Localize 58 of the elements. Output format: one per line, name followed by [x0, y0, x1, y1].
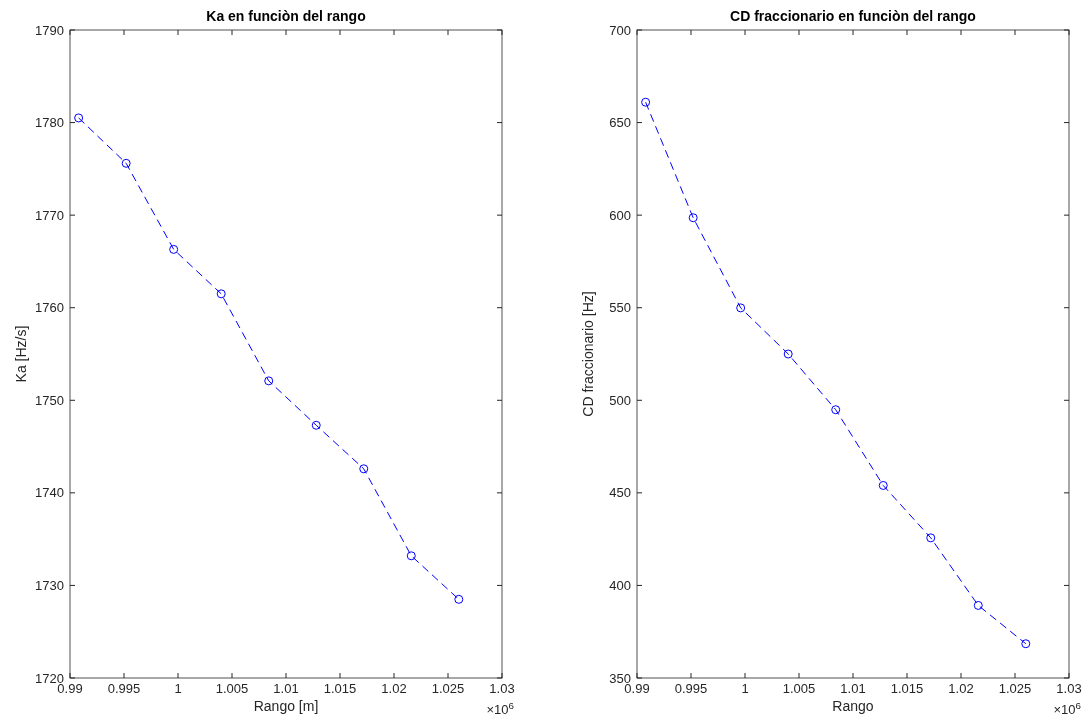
x-tick-label: 0.995: [107, 681, 141, 696]
x-tick-label: 1.01: [273, 681, 299, 696]
y-tick-label: 1750: [35, 392, 64, 408]
y-tick-label: 1790: [35, 22, 64, 38]
y-tick-label: 1780: [35, 115, 64, 131]
y-tick-label: 400: [609, 577, 631, 593]
y-tick-label: 700: [609, 22, 631, 38]
x-tick-label: 1: [174, 681, 182, 696]
x-tick-label: 1.005: [782, 681, 816, 696]
y-axis-title: CD fraccionario [Hz]: [580, 291, 596, 417]
point: [831, 405, 841, 415]
chart-title: Ka en funciòn del rango: [206, 8, 366, 24]
x-tick-label: 0.99: [57, 681, 83, 696]
x-tick-label: 0.995: [674, 681, 708, 696]
point: [406, 551, 416, 561]
point: [264, 376, 274, 386]
y-tick-label: 600: [609, 207, 631, 223]
x-tick-label: 1: [741, 681, 749, 696]
y-tick-label: 1740: [35, 485, 64, 501]
point: [454, 594, 464, 604]
point: [641, 97, 651, 107]
y-axis-title: Ka [Hz/s]: [13, 325, 29, 383]
point: [878, 480, 888, 490]
point: [926, 533, 936, 543]
x-tick-label: 1.03: [1056, 681, 1082, 696]
text: ×10$^{6}$: [1053, 699, 1081, 717]
x-tick-label: 1.01: [840, 681, 866, 696]
x-tick-label: 0.99: [624, 681, 650, 696]
point: [783, 349, 793, 359]
x-tick-label: 1.015: [323, 681, 357, 696]
x-tick-label: 1.02: [948, 681, 974, 696]
point: [688, 213, 698, 223]
y-tick-label: 500: [609, 392, 631, 408]
y-tick-label: 1730: [35, 577, 64, 593]
x-tick-label: 1.025: [998, 681, 1032, 696]
y-tick-label: 1770: [35, 207, 64, 223]
x-tick-label: 1.025: [431, 681, 465, 696]
point: [121, 158, 131, 168]
point: [1021, 639, 1031, 649]
y-tick-label: 550: [609, 300, 631, 316]
chart-title: CD fraccionario en funciòn del rango: [730, 8, 976, 24]
point: [359, 464, 369, 474]
x-tick-label: 1.03: [489, 681, 515, 696]
x-tick-label: 1.005: [215, 681, 249, 696]
x-tick-label: 1.015: [890, 681, 924, 696]
x-tick-label: 1.02: [381, 681, 407, 696]
point: [169, 244, 179, 254]
x-axis-title: Rango: [832, 698, 874, 714]
point: [736, 303, 746, 313]
point: [74, 113, 84, 123]
point: [973, 600, 983, 610]
point: [216, 289, 226, 299]
y-tick-label: 650: [609, 115, 631, 131]
y-tick-label: 450: [609, 485, 631, 501]
x-axis-title: Rango [m]: [253, 698, 319, 714]
point: [311, 420, 321, 430]
text: ×10$^{6}$: [486, 699, 514, 717]
y-tick-label: 1760: [35, 300, 64, 316]
